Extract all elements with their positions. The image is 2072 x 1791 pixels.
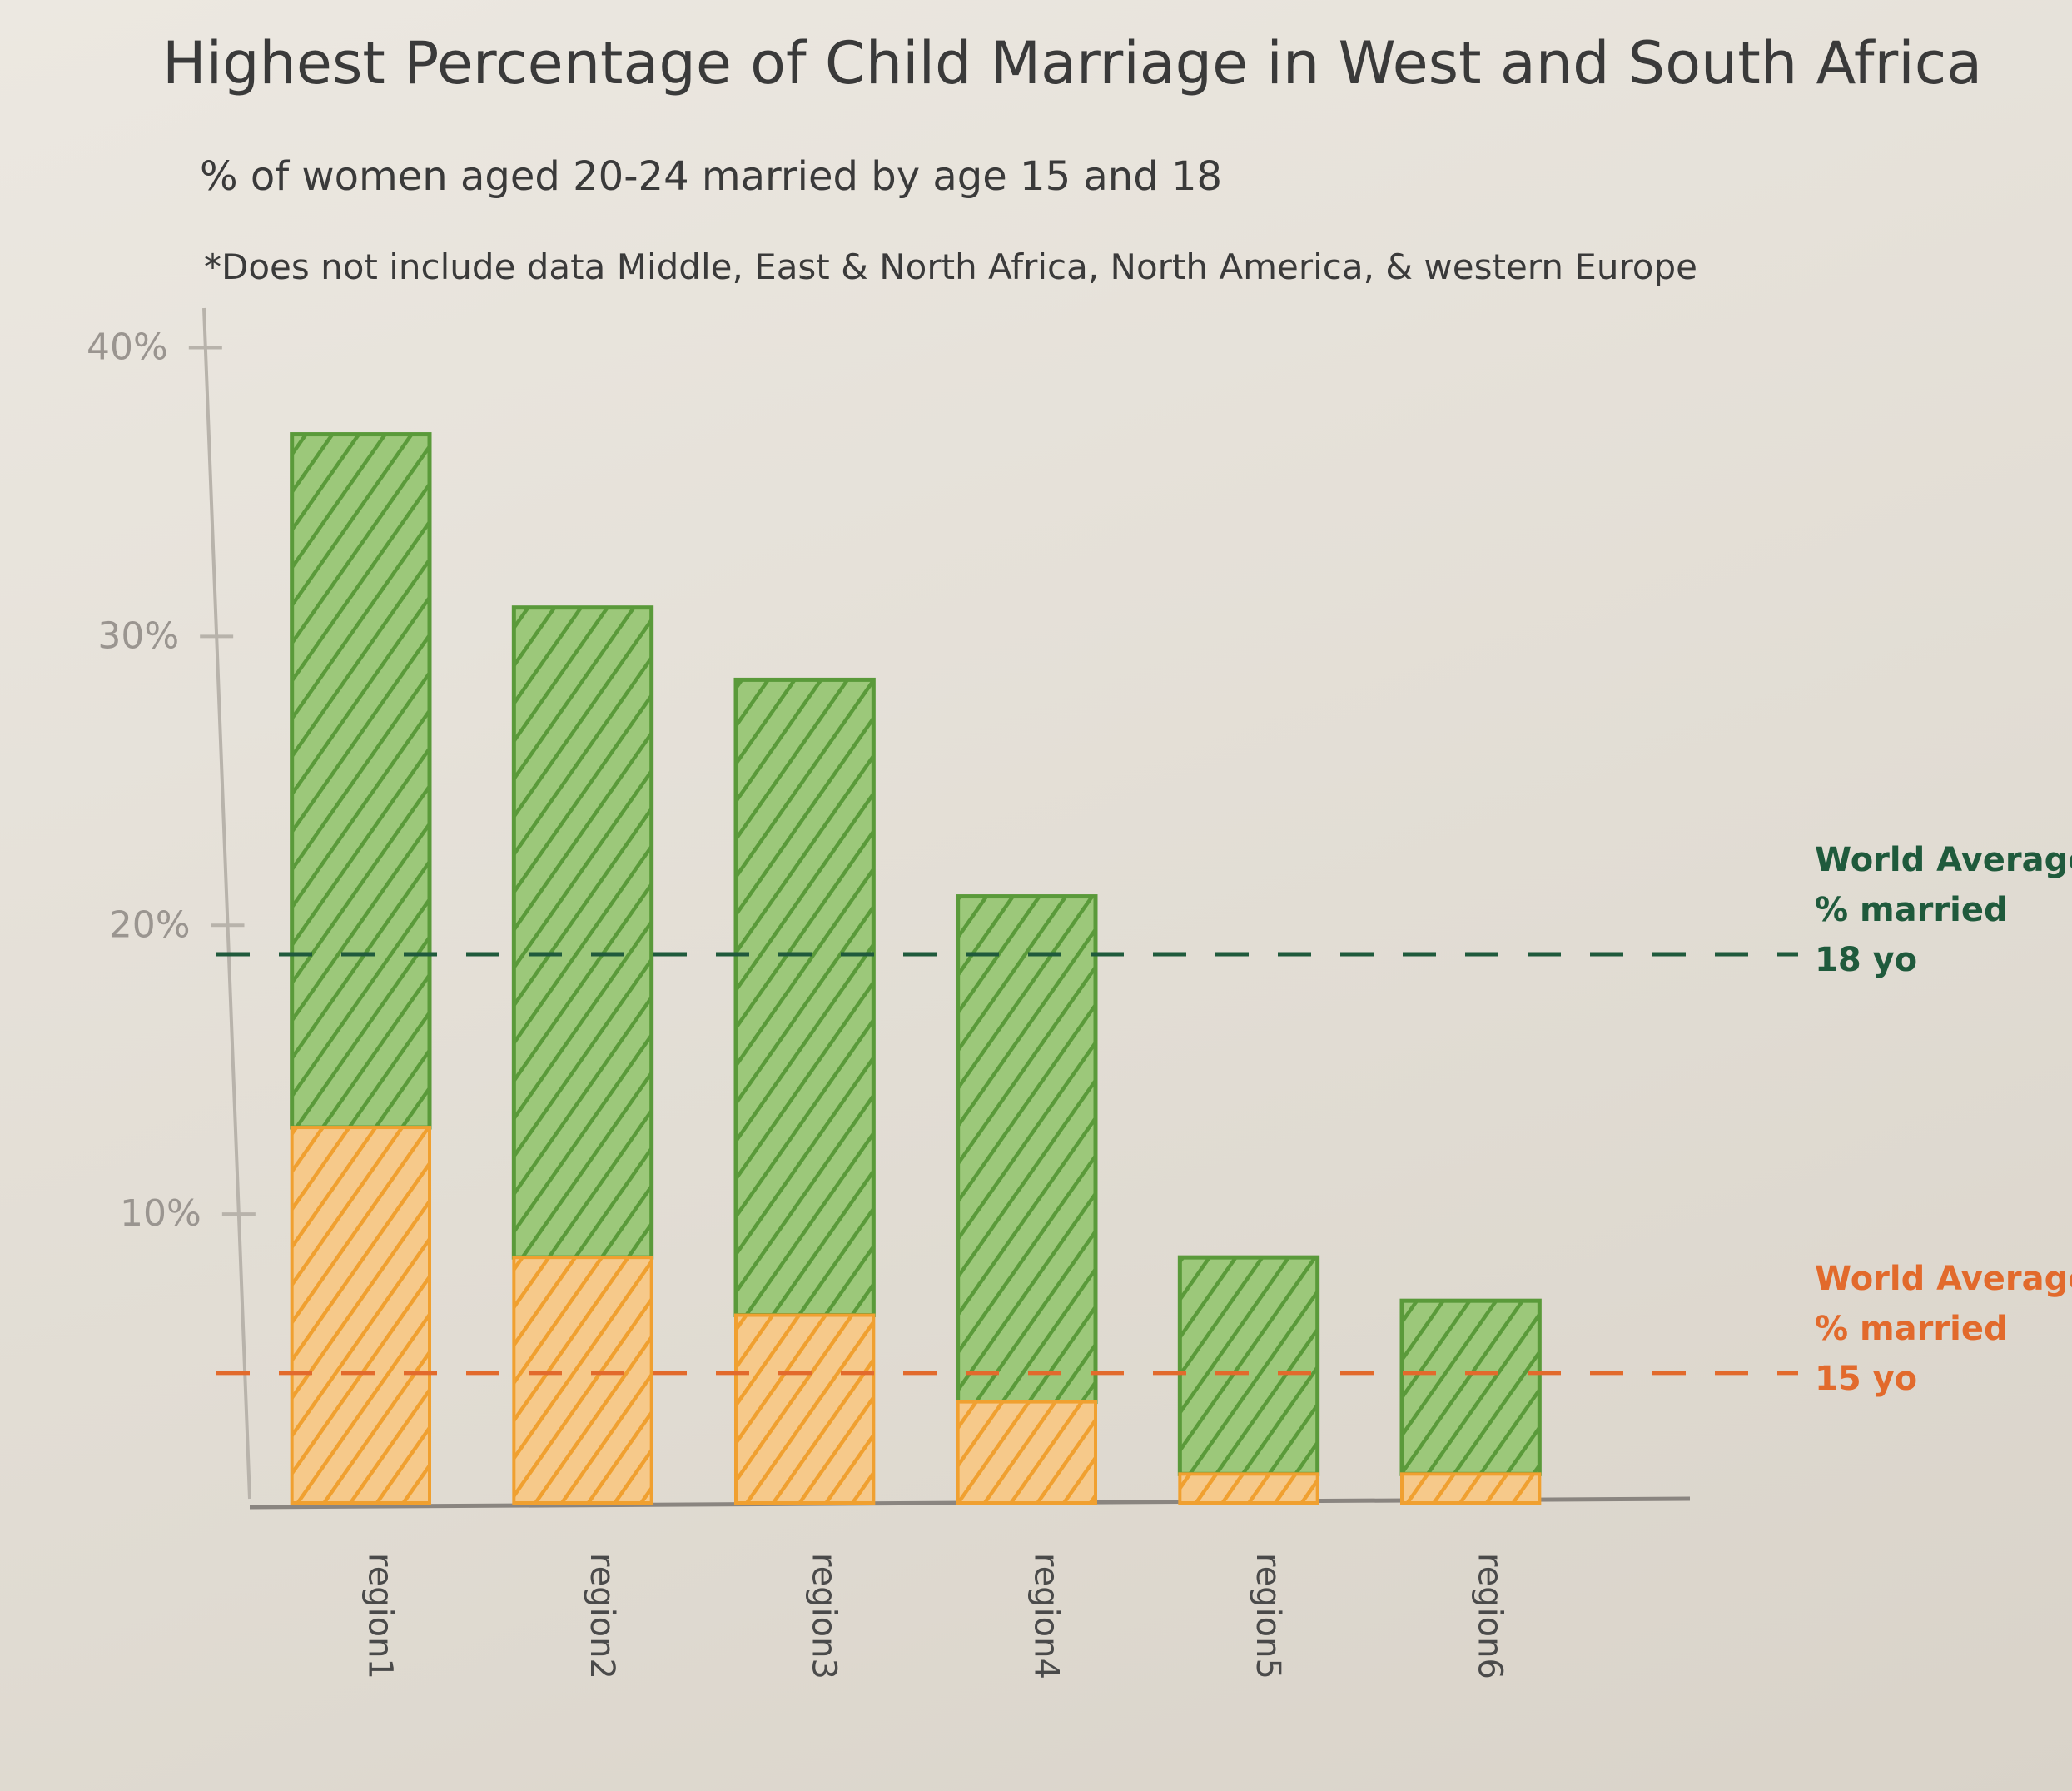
bar-18 [511,605,654,1260]
bar-15 [512,1256,653,1505]
y-tick-label: 40% [87,326,168,369]
x-category-label: region2 [583,1553,621,1679]
bar-18 [733,677,876,1318]
bars [290,432,1542,1505]
reference-label: % married [1815,1310,2008,1348]
reference-label: % married [1815,891,2008,929]
category-labels: region1 region2 region3 region4 region5 regio… [360,1553,1508,1679]
bar-15 [1178,1472,1319,1505]
bar-18 [956,894,1098,1405]
x-category-label: region4 [1026,1553,1065,1679]
reference-label: World Average [1815,841,2072,879]
y-tick-label: 10% [120,1192,201,1235]
x-category-label: region3 [805,1553,843,1679]
bar-15 [734,1313,876,1505]
reference-label: 18 yo [1815,941,1917,979]
bar-15 [956,1400,1097,1505]
bar-18 [1399,1298,1542,1476]
y-ticks: 10% 20% 30% 40% [87,326,256,1235]
bar-18 [290,432,432,1130]
y-tick-label: 20% [109,903,191,946]
chart-note: *Does not include data Middle, East & No… [204,246,1697,287]
reference-label: World Average [1815,1260,2072,1298]
y-axis [202,307,251,1500]
chart-title: Highest Percentage of Child Marriage in … [162,29,1982,97]
x-category-label: region5 [1249,1553,1287,1679]
reference-label: 15 yo [1815,1360,1917,1398]
bar-18 [1177,1255,1320,1476]
x-category-label: region1 [360,1553,399,1679]
x-category-label: region6 [1471,1553,1509,1679]
bar-15 [1400,1472,1542,1505]
y-tick-label: 30% [97,614,179,657]
chart-subtitle: % of women aged 20-24 married by age 15 … [200,153,1222,200]
reference-lines: World Average % married 18 yo World Average… [216,841,2072,1398]
bar-15 [290,1126,431,1505]
